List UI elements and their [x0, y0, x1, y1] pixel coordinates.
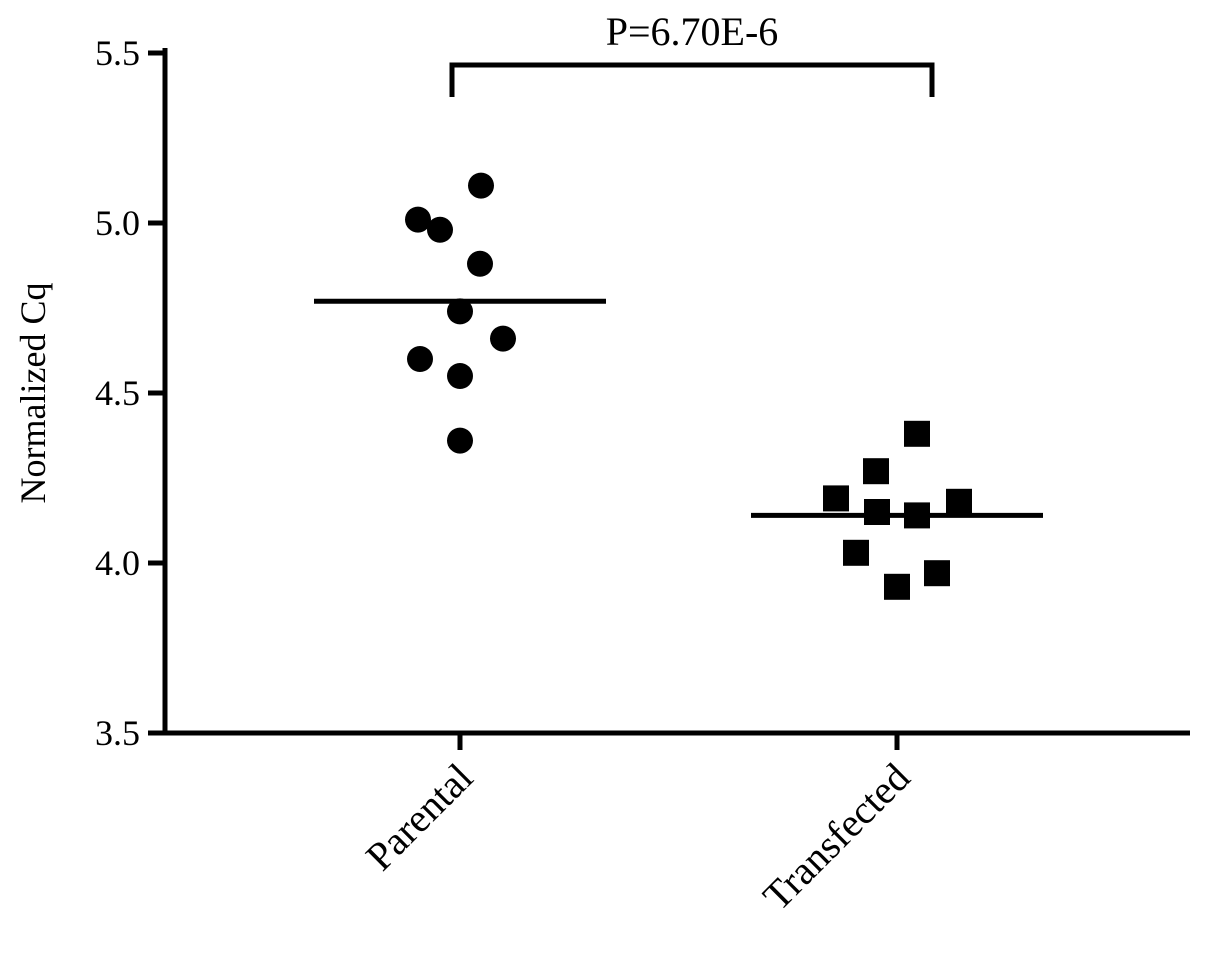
y-tick-label: 5.0: [95, 203, 140, 243]
data-point: [843, 539, 869, 566]
data-point: [924, 560, 950, 587]
y-tick-label: 4.0: [95, 543, 140, 583]
y-tick-label: 5.5: [95, 33, 140, 73]
y-ticks: 3.5 4.0 4.5 5.0 5.5: [95, 33, 165, 753]
x-ticks: Parental Transfected: [357, 733, 918, 919]
data-point: [884, 573, 910, 600]
significance-annotation: P=6.70E-6: [449, 9, 935, 97]
data-point: [447, 427, 473, 454]
significance-bracket: [449, 62, 935, 97]
data-point: [823, 485, 849, 512]
data-point: [405, 206, 431, 233]
data-point: [490, 325, 516, 352]
p-value-label: P=6.70E-6: [606, 9, 779, 54]
data-point: [447, 363, 473, 389]
data-point: [407, 346, 433, 372]
y-tick-label: 3.5: [95, 713, 140, 753]
x-category-label: Parental: [357, 755, 481, 879]
x-category-label: Transfected: [754, 755, 918, 919]
data-points: [405, 172, 972, 600]
data-point: [863, 458, 889, 485]
data-point: [427, 216, 453, 243]
data-point: [864, 499, 890, 525]
mean-lines: [314, 298, 1043, 518]
y-axis-title: Normalized Cq: [13, 283, 53, 504]
data-point: [904, 420, 930, 447]
data-point: [468, 172, 494, 199]
data-point: [447, 298, 473, 325]
data-point: [946, 488, 972, 515]
axes: [162, 48, 1190, 736]
data-point: [467, 250, 493, 277]
y-tick-label: 4.5: [95, 373, 140, 413]
